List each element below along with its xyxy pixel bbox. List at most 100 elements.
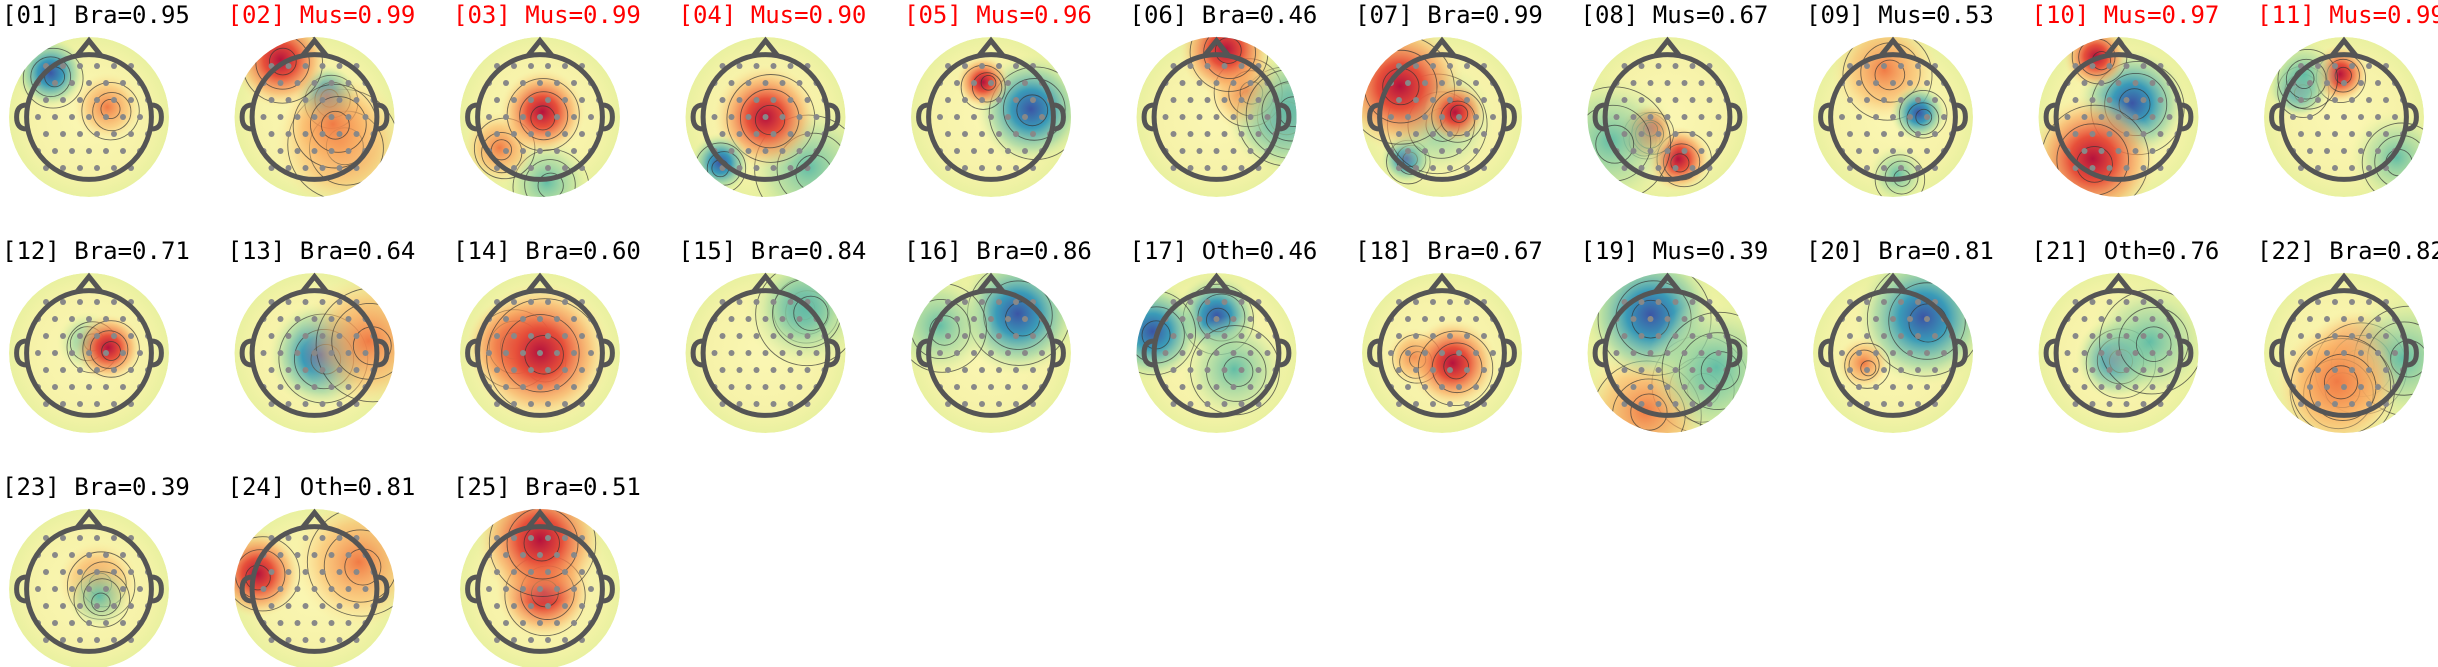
head [700, 288, 831, 418]
ear-right [1053, 338, 1066, 368]
sensor [277, 114, 284, 120]
sensor [1664, 316, 1671, 322]
sensor [103, 148, 109, 154]
sensor [2089, 165, 2096, 171]
ear-left [916, 102, 929, 132]
sensor [103, 114, 109, 120]
contour [1888, 282, 1966, 360]
sensor [52, 114, 58, 120]
ear-left [2043, 102, 2057, 132]
sensor [268, 97, 275, 103]
sensor [268, 333, 275, 339]
sensor [736, 333, 743, 339]
sensor [511, 131, 517, 137]
sensor [2072, 333, 2079, 339]
ear-right [2180, 102, 2194, 132]
sensor [2375, 316, 2381, 322]
sensor [319, 165, 326, 171]
component-label: [08] Mus=0.67 [1581, 1, 1769, 29]
sensor [1196, 316, 1203, 322]
sensor [345, 114, 352, 120]
sensor [60, 535, 66, 541]
sensor [554, 586, 560, 592]
sensor [2324, 350, 2330, 356]
sensor [1187, 367, 1194, 373]
component-label: [17] Oth=0.46 [1130, 237, 1318, 265]
contour [1844, 342, 1891, 389]
ear-left [14, 102, 27, 132]
sensor [1230, 80, 1237, 86]
component-label: [25] Bra=0.51 [453, 473, 641, 501]
sensor [1247, 148, 1254, 154]
sensor [1456, 80, 1462, 86]
sensor [336, 97, 343, 103]
sensor [1672, 299, 1679, 305]
sensor [69, 384, 75, 390]
sensor [2089, 97, 2096, 103]
sensor [2366, 131, 2372, 137]
sensor [745, 384, 752, 390]
sensor [1672, 131, 1679, 137]
sensor [511, 299, 517, 305]
sensor [285, 535, 292, 541]
nose [977, 272, 1005, 294]
sensor [111, 131, 117, 137]
sensor [1247, 316, 1254, 322]
sensor [1187, 97, 1194, 103]
sensor [268, 569, 275, 575]
sensor [571, 552, 577, 558]
component-topomap: [18] Bra=0.67 [1355, 237, 1543, 433]
sensor [988, 316, 994, 322]
sensor [779, 114, 786, 120]
contour [1874, 154, 1926, 197]
sensor [2349, 333, 2355, 339]
sensor [1932, 131, 1938, 137]
sensor [1647, 350, 1654, 356]
sensor [103, 350, 109, 356]
sensor [1873, 114, 1879, 120]
sensor [77, 401, 83, 407]
sensor [787, 131, 794, 137]
sensor [1873, 80, 1879, 86]
sensor [1430, 131, 1436, 137]
ear-right [376, 102, 390, 132]
sensor [2298, 333, 2304, 339]
sensor [1247, 384, 1254, 390]
sensor [260, 350, 267, 356]
sensor [294, 552, 301, 558]
sensor [120, 114, 126, 120]
sensor [1689, 97, 1696, 103]
sensor [2366, 367, 2372, 373]
sensor [2366, 299, 2372, 305]
sensor [979, 401, 985, 407]
sensor [268, 603, 275, 609]
sensor [2157, 367, 2164, 373]
sensor [2098, 148, 2105, 154]
sensor [1864, 299, 1870, 305]
sensor [528, 97, 534, 103]
sensor [60, 63, 66, 69]
sensor [94, 535, 100, 541]
sensor [511, 603, 517, 609]
nose [75, 36, 103, 58]
sensor [1672, 401, 1679, 407]
head [2053, 288, 2184, 418]
sensor [1238, 165, 1245, 171]
sensor [571, 80, 577, 86]
sensor [69, 552, 75, 558]
sensor [711, 350, 718, 356]
sensor [302, 97, 309, 103]
sensor [2072, 367, 2079, 373]
sensor [745, 80, 752, 86]
sensor [804, 131, 811, 137]
sensor [1221, 131, 1228, 137]
sensor [285, 63, 292, 69]
sensor [2140, 333, 2147, 339]
sensor [511, 97, 517, 103]
sensor [554, 384, 560, 390]
component-topomap: [13] Bra=0.64 [228, 237, 415, 433]
sensor [1447, 131, 1453, 137]
sensor [1473, 350, 1479, 356]
sensor [537, 350, 543, 356]
sensor [1022, 316, 1028, 322]
